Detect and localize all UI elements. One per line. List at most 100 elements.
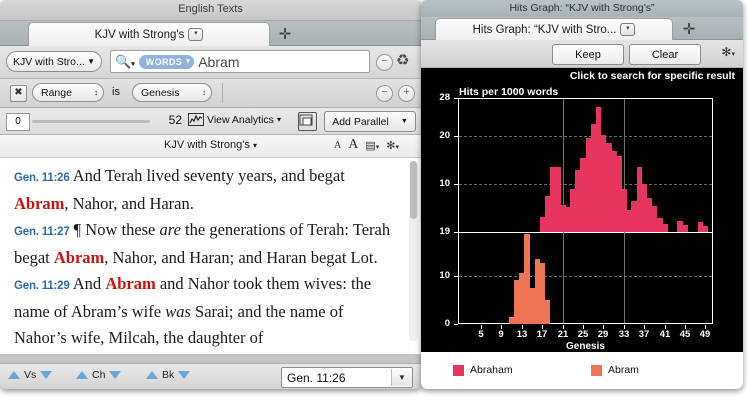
chart-bar[interactable] — [636, 167, 643, 232]
chart-bar[interactable] — [565, 207, 571, 232]
chart-bar[interactable] — [616, 156, 622, 232]
clear-button[interactable]: Clear — [629, 44, 701, 65]
chart-bar[interactable] — [580, 157, 587, 232]
reference-dropdown-button[interactable]: ▼ — [391, 369, 412, 386]
recycle-icon[interactable]: ♻ — [396, 52, 410, 69]
chart-bar[interactable] — [631, 200, 638, 232]
y-tick — [454, 136, 458, 138]
search-input[interactable]: 🔍▾ WORDS Abram — [110, 50, 370, 73]
range-value-label: Genesis — [141, 86, 180, 99]
document-title-label: KJV with Strong's — [164, 139, 250, 151]
search-hit-word[interactable]: Abram — [14, 194, 65, 213]
chart-bar[interactable] — [514, 280, 520, 324]
range-field-popup[interactable]: Range ↕ — [32, 83, 104, 102]
chart-bar[interactable] — [651, 205, 658, 232]
chart-bar[interactable] — [702, 226, 709, 232]
verse-text: And Terah lived seventy years, and begat — [69, 166, 345, 185]
search-icon[interactable]: 🔍▾ — [115, 53, 135, 69]
x-axis-tick-label: 41 — [659, 329, 671, 340]
chart-bar[interactable] — [605, 143, 612, 232]
view-analytics-button[interactable]: View Analytics ▾ — [188, 113, 281, 126]
chevron-down-icon[interactable]: ▾ — [188, 28, 204, 41]
chart-bar[interactable] — [626, 210, 632, 232]
tab-hits-graph[interactable]: Hits Graph: “KJV with Stro... ▾ — [435, 18, 673, 40]
verse-reference[interactable]: Gen. 11:29 — [14, 280, 70, 292]
chart-bar[interactable] — [595, 106, 602, 232]
verse-up-icon[interactable] — [8, 371, 20, 379]
chart-bar[interactable] — [575, 169, 581, 232]
chart-bar[interactable] — [534, 258, 541, 324]
left-tab-strip: KJV with Strong's ▾ ✛ — [0, 21, 421, 46]
verse-reference[interactable]: Gen. 11:27 — [14, 226, 70, 238]
search-token-words[interactable]: WORDS — [138, 54, 195, 69]
decrease-font-icon[interactable]: A — [333, 139, 342, 151]
chapter-nav-label: Ch — [92, 369, 106, 381]
chart-bar[interactable] — [544, 299, 551, 324]
chart-bar[interactable] — [519, 273, 525, 324]
chart-bar[interactable] — [539, 216, 546, 232]
chart-bar[interactable] — [554, 166, 561, 232]
search-hit-word[interactable]: Abram — [105, 274, 156, 293]
chevron-down-icon[interactable]: ▾ — [620, 23, 636, 36]
tab-kjv-with-strongs[interactable]: KJV with Strong's ▾ — [28, 22, 270, 46]
legend-item-abram[interactable]: Abram — [591, 364, 639, 376]
document-title[interactable]: KJV with Strong's ▾ — [0, 139, 421, 151]
chart-bar[interactable] — [677, 220, 683, 232]
chart-bar[interactable] — [656, 217, 663, 232]
gear-icon[interactable]: ✻▾ — [386, 139, 399, 152]
chart-bar[interactable] — [697, 222, 704, 232]
scripture-pane[interactable]: Gen. 11:26 And Terah lived seventy years… — [0, 158, 421, 354]
verse-down-icon[interactable] — [40, 371, 53, 379]
range-value-popup[interactable]: Genesis ↕ — [132, 83, 212, 102]
new-tab-button[interactable]: ✛ — [278, 25, 292, 43]
hit-index-field[interactable]: 0 — [6, 113, 30, 131]
chart-bar[interactable] — [549, 166, 556, 232]
keep-button[interactable]: Keep — [552, 44, 624, 65]
chart-bar[interactable] — [560, 205, 566, 232]
search-hit-word[interactable]: Abram — [53, 248, 105, 267]
chart-bar[interactable] — [621, 188, 627, 232]
hit-slider[interactable] — [32, 120, 150, 123]
chapter-up-icon[interactable] — [76, 371, 88, 379]
search-query-text[interactable]: Abram — [198, 53, 240, 70]
y-axis-label: 28 — [439, 92, 450, 103]
new-tab-button[interactable]: ✛ — [682, 20, 696, 38]
chart-bar[interactable] — [662, 224, 668, 232]
scripture-scrollbar[interactable] — [409, 161, 418, 341]
chart-bar[interactable] — [509, 316, 515, 324]
remove-range-row-button[interactable]: − — [376, 85, 393, 102]
range-enable-checkbox[interactable]: ✖ — [10, 85, 27, 102]
add-parallel-button[interactable]: Add Parallel ▼ — [324, 111, 416, 132]
x-tick — [603, 325, 604, 329]
chart-bar[interactable] — [524, 234, 530, 324]
chart-bar[interactable] — [585, 138, 592, 232]
remove-search-row-button[interactable]: − — [376, 54, 393, 71]
chapter-down-icon[interactable] — [109, 371, 122, 379]
increase-font-icon[interactable]: A — [348, 137, 359, 152]
book-up-icon[interactable] — [146, 371, 158, 379]
chart-bar[interactable] — [646, 197, 653, 232]
reference-input[interactable]: Gen. 11:26 ▼ — [281, 367, 413, 388]
chart-bar[interactable] — [544, 195, 551, 232]
version-popup-button[interactable]: KJV with Stro... ▼ — [6, 51, 102, 72]
chart-bar[interactable] — [590, 124, 597, 232]
chart-bar[interactable] — [641, 184, 648, 232]
y-tick — [454, 275, 458, 277]
chart-bar[interactable] — [611, 150, 617, 232]
x-axis-tick-label: 13 — [516, 329, 528, 340]
add-range-row-button[interactable]: + — [398, 85, 415, 102]
layout-icon[interactable]: ▤▾ — [365, 139, 380, 152]
book-down-icon[interactable] — [178, 371, 191, 379]
chart-bar[interactable] — [570, 188, 576, 232]
chart-bar[interactable] — [539, 263, 546, 324]
chart-bar[interactable] — [529, 287, 536, 324]
chart-bar[interactable] — [600, 135, 607, 232]
hits-graph-canvas[interactable]: Click to search for specific result Hits… — [421, 68, 743, 389]
legend-item-abraham[interactable]: Abraham — [453, 364, 513, 376]
verse-text: the generations of Terah: Terah begat — [14, 220, 391, 267]
gear-icon[interactable]: ✻▾ — [721, 45, 735, 59]
parallel-pane-icon[interactable] — [298, 112, 317, 131]
x-axis-tick-label: 29 — [597, 329, 609, 340]
verse-reference[interactable]: Gen. 11:26 — [14, 172, 70, 184]
chart-bar[interactable] — [682, 225, 689, 232]
